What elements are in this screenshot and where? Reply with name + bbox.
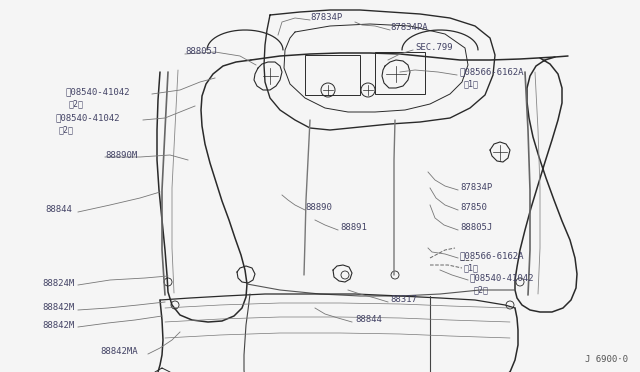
Text: 88844: 88844 — [45, 205, 72, 215]
Bar — [305, 55, 360, 95]
Text: 88890M: 88890M — [105, 151, 137, 160]
Text: Ⓝ08540-41042: Ⓝ08540-41042 — [55, 113, 120, 122]
Text: 〈2〉: 〈2〉 — [59, 125, 74, 135]
Text: 88805J: 88805J — [460, 224, 492, 232]
Text: 88317: 88317 — [390, 295, 417, 305]
Text: 87834PA: 87834PA — [390, 23, 428, 32]
Text: 88842M: 88842M — [42, 321, 74, 330]
Text: 〈1〉: 〈1〉 — [464, 80, 479, 89]
Text: 88842M: 88842M — [42, 304, 74, 312]
Text: 88805J: 88805J — [185, 48, 217, 57]
Text: Ⓝ08566-6162A: Ⓝ08566-6162A — [460, 251, 525, 260]
Text: 88891: 88891 — [340, 224, 367, 232]
Text: 〈2〉: 〈2〉 — [474, 285, 489, 295]
Text: SEC.799: SEC.799 — [415, 44, 452, 52]
Text: 88842MA: 88842MA — [100, 347, 138, 356]
Text: 87850: 87850 — [460, 203, 487, 212]
Text: 88824M: 88824M — [42, 279, 74, 288]
Text: Ⓝ08540-41042: Ⓝ08540-41042 — [470, 273, 534, 282]
Text: 87834P: 87834P — [460, 183, 492, 192]
Text: 88890: 88890 — [305, 203, 332, 212]
Text: Ⓝ08540-41042: Ⓝ08540-41042 — [65, 87, 129, 96]
Bar — [375, 52, 425, 94]
Text: 〈1〉: 〈1〉 — [464, 263, 479, 273]
Text: J 6900·0: J 6900·0 — [585, 355, 628, 364]
Text: 87834P: 87834P — [310, 13, 342, 22]
Text: Ⓝ08566-6162A: Ⓝ08566-6162A — [460, 67, 525, 77]
Text: 〈2〉: 〈2〉 — [69, 99, 84, 109]
Text: 88844: 88844 — [355, 315, 382, 324]
